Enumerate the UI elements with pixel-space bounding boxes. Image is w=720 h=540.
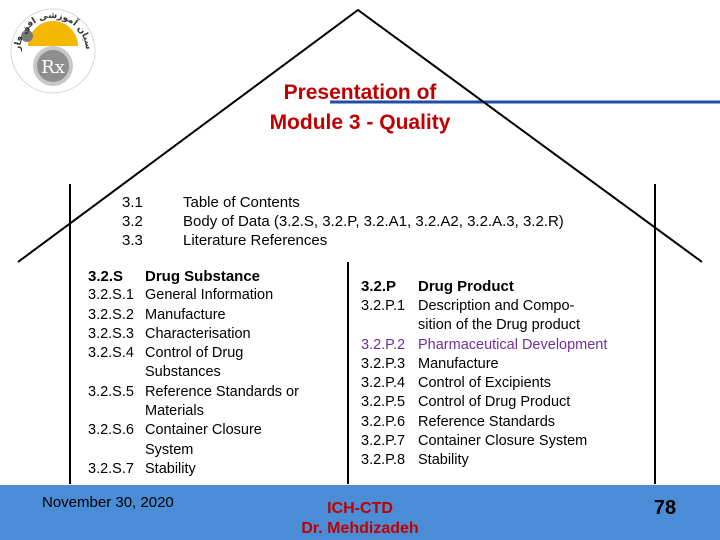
list-item-num: 3.2.S.1 bbox=[88, 287, 134, 304]
list-item-label: Stability bbox=[145, 460, 196, 477]
list-item-label: Description and Compo- bbox=[418, 298, 575, 314]
footer-center-line-1: ICH-CTD bbox=[327, 500, 393, 517]
list-item-num: 3.2.S.2 bbox=[88, 306, 134, 323]
list-item-label: Control of Excipients bbox=[418, 375, 551, 392]
list-item-label: Stability bbox=[418, 452, 469, 469]
list-item-label-highlight: Pharmaceutical Development bbox=[418, 336, 608, 353]
dp-heading-num: 3.2.P bbox=[361, 278, 397, 295]
roof-outline bbox=[17, 8, 703, 263]
list-item-continuation: Substances bbox=[145, 364, 221, 381]
list-item-label: Control of Drug Product bbox=[418, 394, 571, 411]
list-item-label: Reference Standards or bbox=[145, 383, 299, 400]
list-item-label: Manufacture bbox=[418, 355, 499, 372]
list-item-label: Container Closure bbox=[145, 422, 262, 439]
list-item-label: Reference Standards bbox=[418, 413, 556, 430]
toc-label: Body of Data (3.2.S, 3.2.P, 3.2.A1, 3.2.… bbox=[183, 213, 564, 230]
toc-number: 3.3 bbox=[122, 232, 143, 249]
list-item-num: 3.2.P.1 bbox=[361, 298, 406, 314]
list-item-num: 3.2.P.7 bbox=[361, 433, 406, 450]
toc-labels: Table of Contents Body of Data (3.2.S, 3… bbox=[183, 193, 564, 250]
toc-number: 3.1 bbox=[122, 194, 143, 211]
logo-rx: Rx bbox=[41, 57, 65, 78]
list-item-num: 3.2.S.3 bbox=[88, 325, 134, 342]
footer-center-line-2: Dr. Mehdizadeh bbox=[301, 520, 419, 537]
toc-label: Literature References bbox=[183, 232, 328, 249]
list-item-num: 3.2.S.7 bbox=[88, 460, 134, 477]
list-item-num: 3.2.S.5 bbox=[88, 383, 134, 400]
logo: Rx پارسیان آموزشی افق فارمد bbox=[4, 0, 98, 96]
list-item-num: 3.2.P.5 bbox=[361, 394, 406, 411]
list-item-num: 3.2.P.6 bbox=[361, 413, 406, 430]
toc-number: 3.2 bbox=[122, 213, 143, 230]
toc-numbers: 3.1 3.2 3.3 bbox=[122, 193, 143, 250]
title-line-1: Presentation of bbox=[283, 81, 437, 104]
list-item-num: 3.2.P.4 bbox=[361, 375, 406, 392]
toc-label: Table of Contents bbox=[183, 194, 300, 211]
list-item-continuation: System bbox=[145, 441, 194, 458]
list-item-num: 3.2.S.4 bbox=[88, 345, 134, 362]
footer-bar bbox=[0, 485, 720, 540]
list-item-label: Manufacture bbox=[145, 306, 226, 323]
list-item-label: Container Closure System bbox=[418, 433, 588, 450]
ds-heading-num: 3.2.S bbox=[88, 268, 124, 285]
list-item-num: 3.2.S.6 bbox=[88, 422, 134, 439]
ds-heading-label: Drug Substance bbox=[145, 268, 261, 285]
title-line-2: Module 3 - Quality bbox=[269, 111, 451, 134]
list-item-continuation: sition of the Drug product bbox=[418, 317, 581, 334]
list-item-label: Characterisation bbox=[145, 325, 251, 342]
list-item-continuation: Materials bbox=[145, 403, 204, 420]
dp-heading-label: Drug Product bbox=[418, 278, 514, 295]
list-item-num: 3.2.P.8 bbox=[361, 452, 406, 469]
page-number: 78 bbox=[653, 497, 677, 519]
list-item-num: 3.2.P.2 bbox=[361, 336, 406, 353]
drug-substance-list: 3.2.S Drug Substance 3.2.S.1 General Infor… bbox=[88, 267, 299, 479]
list-item-label: Control of Drug bbox=[145, 345, 244, 362]
footer-date: November 30, 2020 bbox=[42, 494, 174, 511]
footer-center: ICH-CTD Dr. Mehdizadeh bbox=[280, 499, 440, 539]
list-item-num: 3.2.P.3 bbox=[361, 355, 406, 372]
list-item-label: General Information bbox=[145, 287, 274, 304]
drug-product-list: 3.2.P Drug Product 3.2.P.1 Description and… bbox=[361, 277, 607, 471]
